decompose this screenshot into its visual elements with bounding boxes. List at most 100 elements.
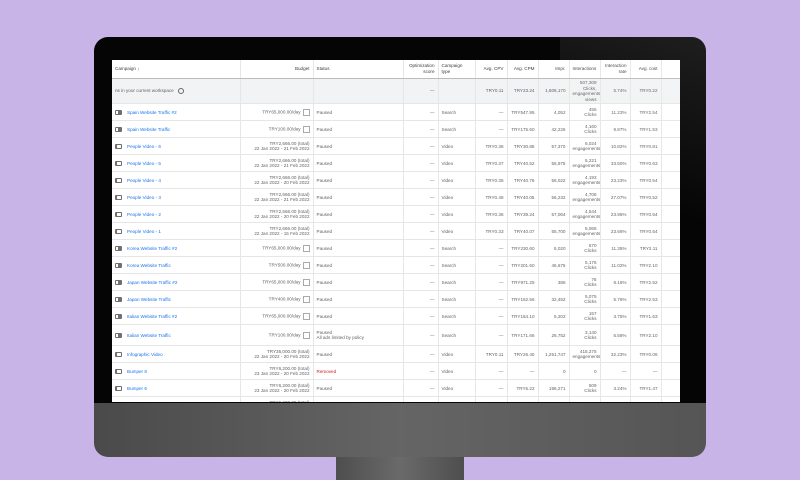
campaign-link[interactable]: People Video - 3 — [127, 194, 161, 200]
table-row[interactable]: Spain Website Traffic TRY100.00/day Paused… — [112, 120, 680, 139]
budget-chart-icon[interactable] — [302, 295, 310, 303]
interaction-rate-cell: 23.66% — [600, 222, 631, 241]
table-row[interactable]: People Video - 3 TRY2,666.00 (total) 22 Ja… — [112, 188, 680, 207]
campaign-type-cell: Video — [438, 154, 476, 173]
campaign-link[interactable]: People Video - 1 — [127, 228, 161, 234]
table-row[interactable]: Japan Website Traffic #2 TRY65,000.00/day… — [112, 273, 680, 292]
table-row[interactable]: Bumper 6 TRY6,200.00 (total) 23 Jan 2022 -… — [112, 379, 680, 398]
table-row[interactable]: Bumper 7TRY6,200.00 (total)23 Jan 2022 -… — [112, 396, 680, 402]
budget-cell: TRY65,000.00/day — [240, 239, 314, 258]
budget-chart-icon[interactable] — [302, 244, 310, 252]
budget-value[interactable]: TRY500.00/day — [268, 262, 301, 268]
avg-cost-cell: TRY2.54 — [630, 103, 662, 122]
budget-cell: TRY500.00/day — [240, 256, 314, 275]
budget-value[interactable]: TRY65,000.00/day — [262, 109, 301, 115]
budget-chart-icon[interactable] — [302, 261, 310, 269]
campaign-link[interactable]: People Video - 6 — [127, 143, 161, 149]
campaign-link[interactable]: Infographic Video — [127, 351, 163, 357]
budget-value[interactable]: TRY2,666.00 (total) — [269, 208, 310, 214]
avg-cost-cell: TRY1.63 — [630, 307, 662, 326]
col-interaction-rate[interactable]: Interaction rate — [600, 60, 631, 79]
budget-value[interactable]: TRY2,666.00 (total) — [269, 174, 310, 180]
campaign-link[interactable]: Bumper 8 — [127, 368, 147, 374]
info-icon[interactable] — [177, 88, 184, 95]
col-avg-cpm[interactable]: Avg. CPM — [507, 60, 539, 79]
avg-cpv-cell: — — [475, 324, 508, 347]
video-campaign-icon — [115, 351, 122, 357]
status-value: Paused — [316, 228, 333, 234]
budget-value[interactable]: TRY35,000.00 (total) — [266, 348, 310, 354]
campaign-link[interactable]: People Video - 2 — [127, 211, 161, 217]
budget-value[interactable]: TRY65,000.00/day — [262, 313, 301, 319]
col-avg-cpv[interactable]: Avg. CPV — [475, 60, 508, 79]
budget-value[interactable]: TRY2,666.00 (total) — [269, 140, 310, 146]
table-row[interactable]: Infographic Video TRY35,000.00 (total) 22 … — [112, 345, 680, 364]
col-impr[interactable]: Impr. — [538, 60, 570, 79]
interactions-unit: engagements — [572, 354, 600, 360]
budget-value[interactable]: TRY2,666.00 (total) — [269, 157, 310, 163]
impr-cell: 0 — [538, 362, 570, 381]
col-interactions[interactable]: Interactions — [569, 60, 601, 79]
table-row[interactable]: Italian Website Traffic #2 TRY65,000.00/d… — [112, 307, 680, 326]
col-budget[interactable]: Budget — [240, 60, 314, 79]
campaign-link[interactable]: People Video - 5 — [127, 160, 161, 166]
status-value: Paused — [316, 126, 333, 132]
budget-value[interactable]: TRY6,200.00 (total) — [269, 400, 309, 402]
budget-chart-icon[interactable] — [302, 312, 310, 320]
campaign-type-cell: Video — [438, 205, 476, 224]
campaign-link[interactable]: Italian Website Traffic — [127, 332, 171, 338]
col-status[interactable]: Status — [313, 60, 404, 79]
campaign-link[interactable]: Spain Website Traffic #2 — [127, 109, 177, 115]
interactions-value: 6,024 — [585, 140, 597, 146]
table-row[interactable]: People Video - 5 TRY2,666.00 (total) 22 Ja… — [112, 154, 680, 173]
budget-value[interactable]: TRY100.00/day — [268, 332, 301, 338]
budget-value[interactable]: TRY65,000.00/day — [262, 245, 301, 251]
budget-value[interactable]: TRY2,666.00 (total) — [269, 225, 310, 231]
budget-value[interactable]: TRY2,666.00 (total) — [269, 191, 310, 197]
opt-score-cell: — — [403, 103, 439, 122]
campaign-link[interactable]: Spain Website Traffic — [127, 126, 171, 132]
col-campaign[interactable]: Campaign ↓ — [112, 60, 241, 79]
campaign-link[interactable]: Korea Website Traffic — [127, 262, 171, 268]
budget-chart-icon[interactable] — [302, 331, 310, 339]
campaign-link[interactable]: Italian Website Traffic #2 — [127, 313, 178, 319]
interactions-value: 5,176 — [585, 259, 597, 265]
budget-value[interactable]: TRY6,200.00 (total) — [269, 365, 310, 371]
col-campaign-type[interactable]: Campaign type — [438, 60, 476, 79]
status-cell: Paused — [313, 171, 404, 190]
table-row[interactable]: Spain Website Traffic #2 TRY65,000.00/day… — [112, 103, 680, 122]
table-row[interactable]: Korea Website Traffic #2 TRY65,000.00/day… — [112, 239, 680, 258]
campaign-link[interactable]: Bumper 6 — [127, 385, 147, 391]
avg-cpv-cell: — — [475, 362, 508, 381]
table-row[interactable]: Korea Website Traffic TRY500.00/day Paused… — [112, 256, 680, 275]
table-row[interactable]: People Video - 6 TRY2,666.00 (total) 22 Ja… — [112, 137, 680, 156]
budget-chart-icon[interactable] — [302, 278, 310, 286]
budget-chart-icon[interactable] — [302, 125, 310, 133]
table-row[interactable]: People Video - 1 TRY2,666.00 (total) 22 Ja… — [112, 222, 680, 241]
table-row[interactable]: People Video - 2 TRY2,666.00 (total) 22 Ja… — [112, 205, 680, 224]
col-avg-cost[interactable]: Avg. cost — [630, 60, 662, 79]
budget-chart-icon[interactable] — [302, 108, 310, 116]
status-cell: Paused — [313, 205, 404, 224]
table-row[interactable]: People Video - 4 TRY2,666.00 (total) 22 Ja… — [112, 171, 680, 190]
opt-score-cell: — — [403, 290, 439, 309]
table-row[interactable]: Italian Website Traffic TRY100.00/day Paus… — [112, 324, 680, 347]
avg-cpv-cell: — — [475, 120, 508, 139]
budget-value[interactable]: TRY65,000.00/day — [262, 279, 301, 285]
col-optimization-score[interactable]: Optimization score — [403, 60, 439, 79]
budget-value[interactable]: TRY100.00/day — [268, 126, 301, 132]
campaign-link[interactable]: Korea Website Traffic #2 — [127, 245, 178, 251]
opt-score-cell: — — [403, 362, 439, 381]
budget-value[interactable]: TRY6,200.00 (total) — [269, 382, 310, 388]
total-cpm: TRY23.24 — [507, 78, 539, 105]
avg-cpv-cell: — — [475, 396, 508, 402]
interactions-value: 5,221 — [585, 157, 597, 163]
budget-value[interactable]: TRY400.00/day — [268, 296, 301, 302]
campaign-link[interactable]: People Video - 4 — [127, 177, 161, 183]
table-row[interactable]: Bumper 8 TRY6,200.00 (total) 23 Jan 2022 -… — [112, 362, 680, 381]
interaction-rate-cell: 10.82% — [600, 137, 631, 156]
campaign-link[interactable]: Japan Website Traffic — [127, 296, 172, 302]
campaign-link[interactable]: Japan Website Traffic #2 — [127, 279, 178, 285]
interaction-rate-cell: — — [600, 396, 631, 402]
table-row[interactable]: Japan Website Traffic TRY400.00/day Paused… — [112, 290, 680, 309]
